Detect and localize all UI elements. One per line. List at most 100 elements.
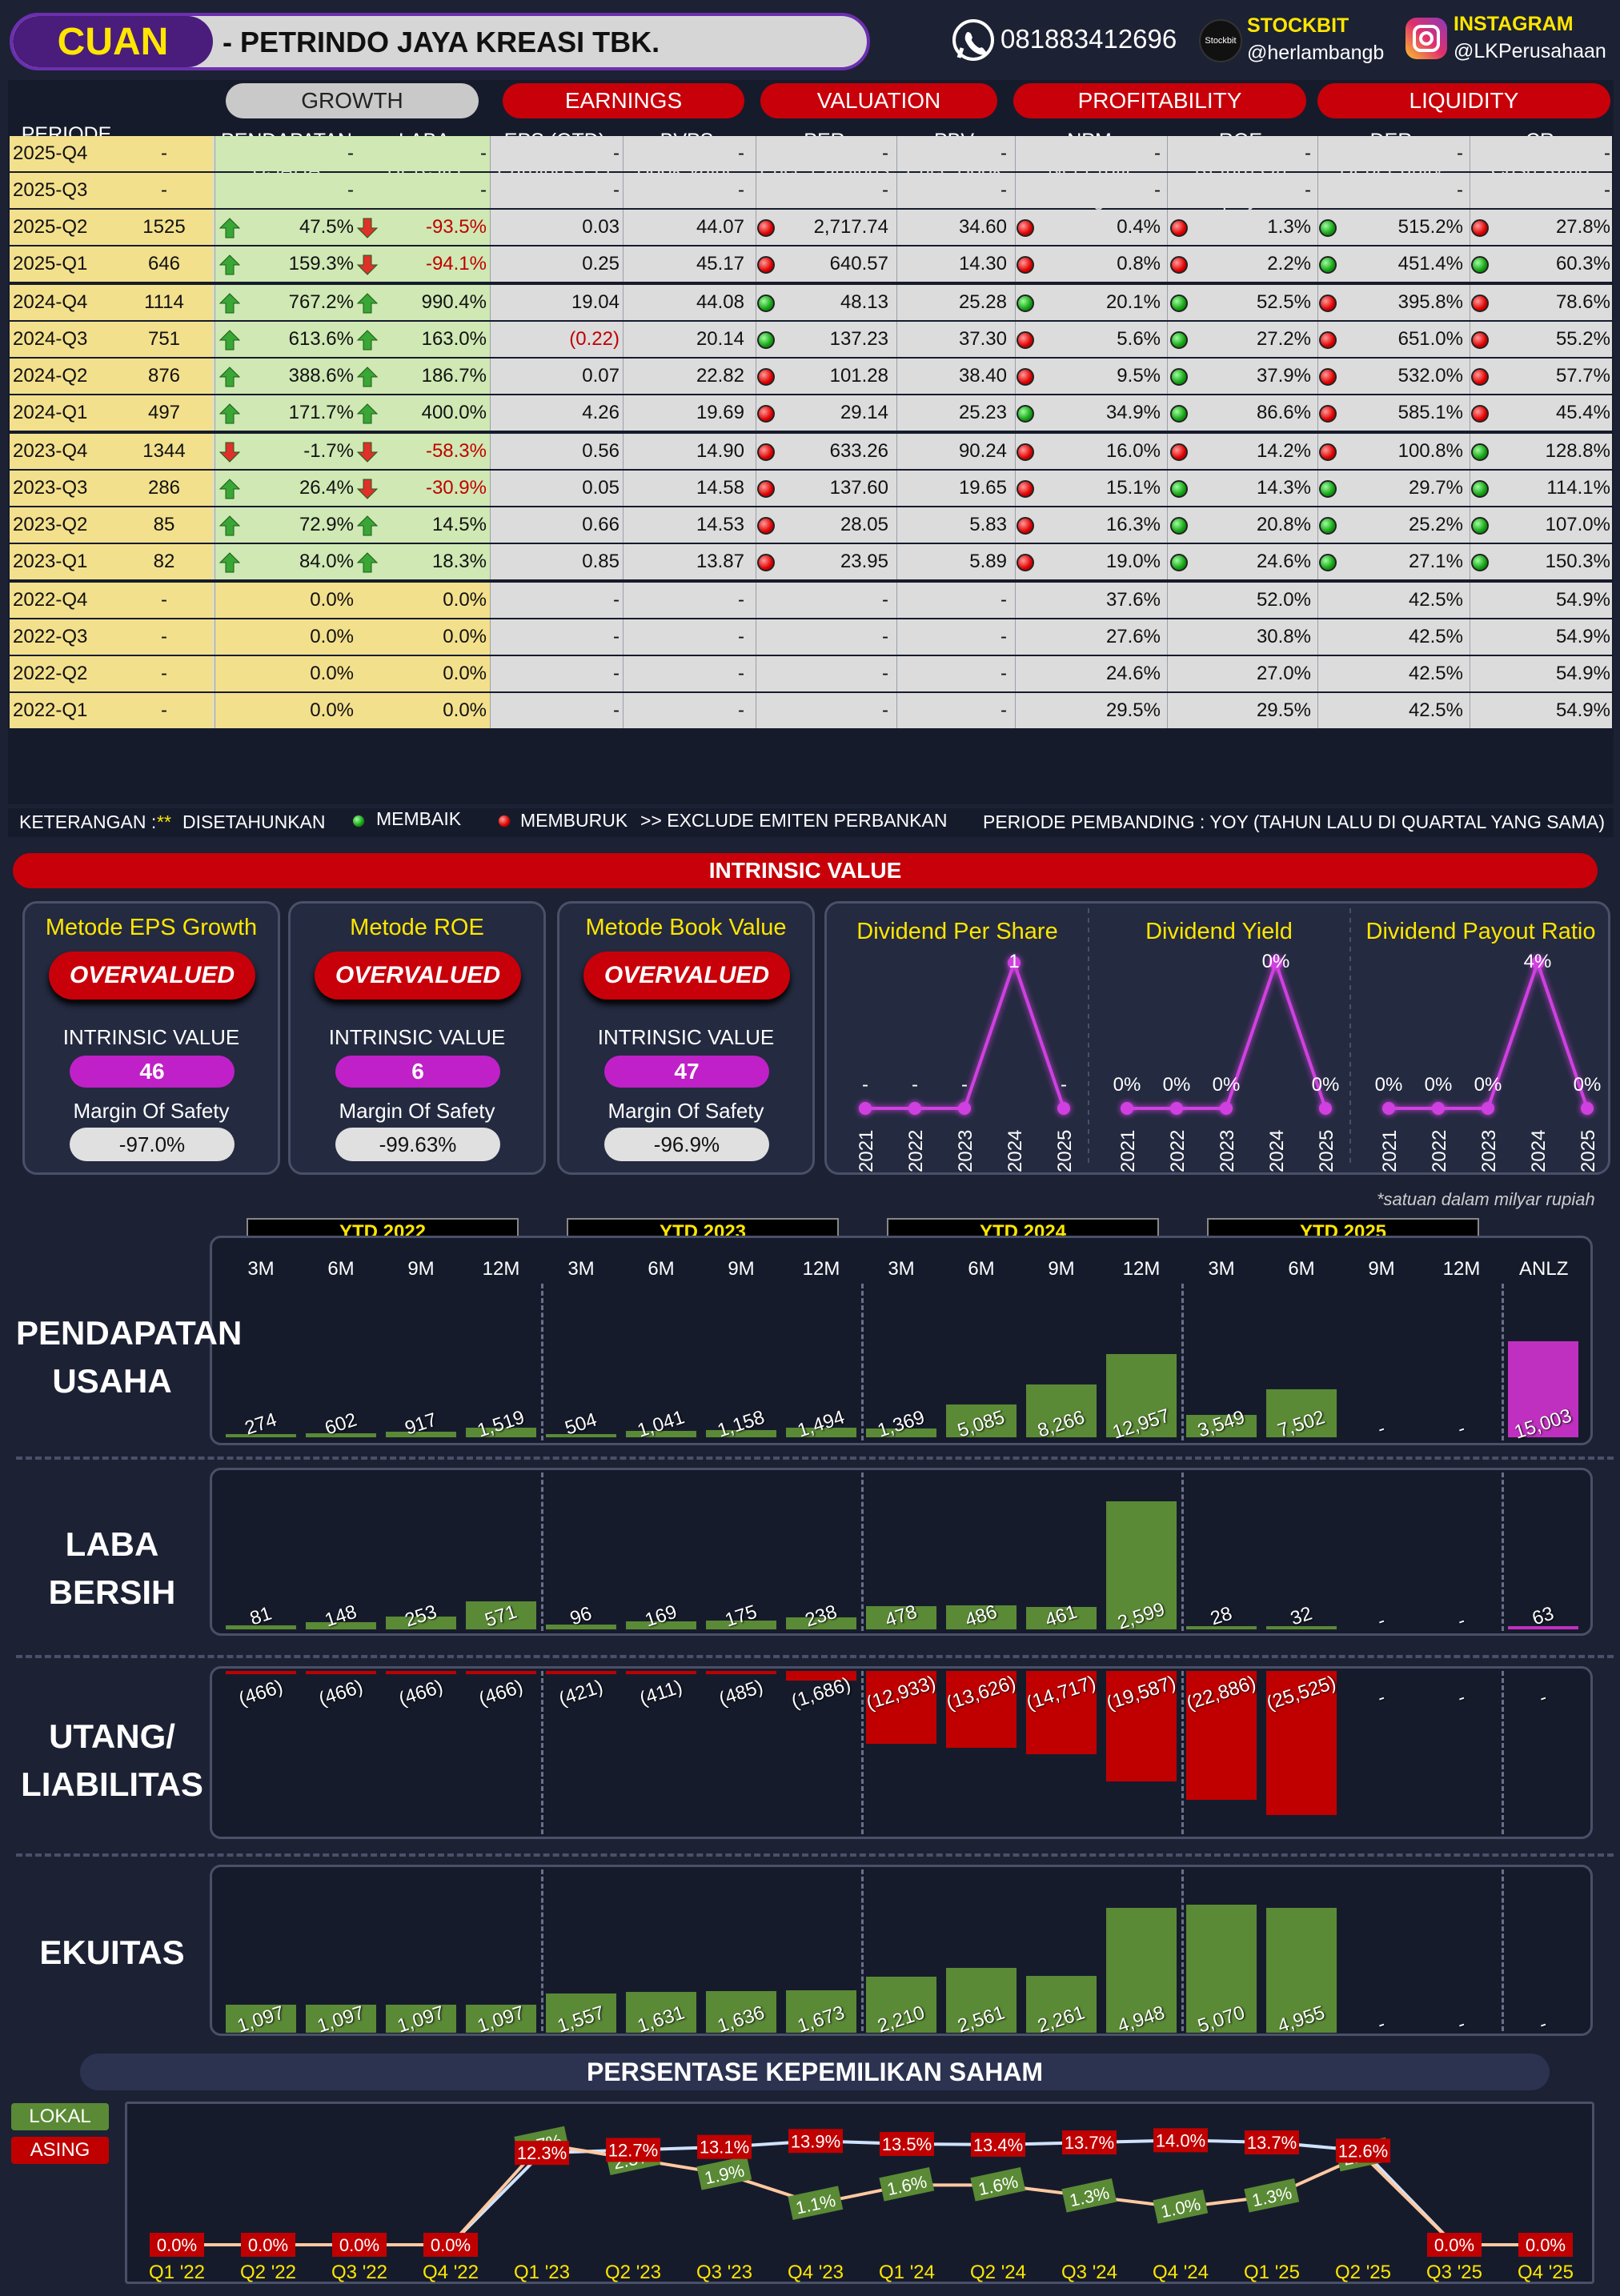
cell-cr: 128.8% — [1545, 440, 1610, 462]
stockbit-icon: Stockbit — [1199, 19, 1242, 62]
grid-line — [1317, 544, 1318, 579]
instagram-user[interactable]: @LKPerusahaan — [1454, 40, 1606, 62]
dividend-point — [1581, 1102, 1594, 1115]
legend-lokal: LOKAL — [11, 2103, 109, 2130]
growth-bg — [215, 656, 490, 691]
dividend-point — [1008, 956, 1021, 969]
grid-line — [490, 395, 491, 431]
ownership-title: PERSENTASE KEPEMILIKAN SAHAM — [80, 2054, 1550, 2090]
green-status-icon — [1319, 219, 1337, 237]
svg-text:13.9%: 13.9% — [791, 2131, 840, 2151]
year-separator — [8, 282, 1614, 285]
bar — [786, 1671, 856, 1681]
asing-label: 0.0% — [423, 2233, 478, 2257]
dividend-point — [1432, 1102, 1445, 1115]
legend-pembanding: PERIODE PEMBANDING : YOY (TAHUN LALU DI … — [983, 811, 1606, 832]
section-divider — [541, 1869, 543, 2031]
month-header: ANLZ — [1519, 1258, 1569, 1280]
cell-eps: 0.07 — [582, 365, 620, 387]
lokal-label: 1.6% — [970, 2167, 1026, 2202]
cell-p: 2023-Q4 — [13, 440, 88, 462]
dividend-year-label: 2022 — [905, 1130, 927, 1172]
ownership-x-label: Q2 '25 — [1335, 2262, 1391, 2283]
stockbit-user[interactable]: @herlambangb — [1247, 42, 1385, 64]
dividend-year-label: 2022 — [1167, 1130, 1189, 1172]
month-header: 3M — [567, 1258, 595, 1280]
method-title: Metode Book Value — [585, 915, 787, 940]
legend-membaik: MEMBAIK — [376, 808, 462, 829]
grid-line — [1317, 395, 1318, 431]
cell-price: 751 — [147, 328, 181, 350]
bar — [226, 1625, 296, 1629]
dividend-year-label: 2025 — [1316, 1130, 1337, 1172]
bar — [386, 1671, 456, 1674]
grid-line — [896, 434, 897, 469]
asing-label: 14.0% — [1153, 2128, 1208, 2153]
lokal-label: 1.3% — [1061, 2178, 1117, 2213]
cell-rev: 613.6% — [288, 328, 354, 350]
cell-cr: 27.8% — [1555, 216, 1610, 238]
legend-exclude: >> EXCLUDE EMITEN PERBANKAN — [640, 810, 948, 831]
month-header: 6M — [327, 1258, 355, 1280]
cell-ni: 400.0% — [421, 402, 487, 423]
grid-line — [1015, 173, 1016, 208]
period-bg — [10, 322, 213, 357]
intrinsic-value-label: INTRINSIC VALUE — [597, 1025, 775, 1049]
ownership-chart: 2.7%2.3%1.9%1.1%1.6%1.6%1.3%1.0%1.3%2.4%… — [150, 2126, 1573, 2257]
table-row: 2025-Q1 646 159.3% -94.1% 0.25 45.17 640.57 14.… — [10, 246, 1612, 282]
grid-line — [1317, 656, 1318, 691]
cell-der: 42.5% — [1408, 626, 1463, 647]
month-header: 6M — [968, 1258, 995, 1280]
valuation-status-badge: OVERVALUED — [49, 952, 255, 1000]
red-status-icon — [757, 554, 775, 571]
grid-line — [896, 693, 897, 728]
cell-p: 2024-Q1 — [13, 402, 88, 423]
bar — [626, 1671, 696, 1674]
bar — [866, 1671, 936, 1745]
dividend-value-label: - — [1061, 1074, 1067, 1096]
cell-npm: 9.5% — [1117, 365, 1161, 387]
cell-ni: 990.4% — [421, 291, 487, 313]
asing-label: 0.0% — [150, 2233, 204, 2257]
grid-line — [1167, 471, 1168, 506]
grid-line — [1015, 359, 1016, 394]
dividend-value-label: 0% — [1574, 1074, 1602, 1096]
cell-ni: 0.0% — [443, 699, 487, 721]
growth-bg — [215, 322, 490, 357]
cell-per: 48.13 — [840, 291, 888, 313]
ownership-x-label: Q2 '22 — [240, 2262, 296, 2283]
cell-per: - — [882, 142, 888, 164]
mos-value: -99.63% — [335, 1128, 500, 1161]
growth-bg — [215, 246, 490, 282]
dividend-point — [1121, 1102, 1133, 1115]
green-status-icon — [1170, 295, 1188, 312]
period-bg — [10, 693, 213, 728]
grid-line — [1015, 583, 1016, 618]
cell-bvps: 22.82 — [696, 365, 744, 387]
section-divider — [541, 1284, 543, 1441]
ownership-x-label: Q3 '25 — [1426, 2262, 1482, 2283]
section-divider — [861, 1671, 864, 1834]
grid-line — [896, 471, 897, 506]
grid-line — [490, 693, 491, 728]
cell-der: 585.1% — [1397, 402, 1463, 423]
dividend-point — [1269, 956, 1282, 969]
cell-bvps: - — [738, 589, 744, 611]
dividend-point — [859, 1102, 872, 1115]
cell-pbv: 14.30 — [958, 253, 1007, 274]
grid-line — [896, 210, 897, 245]
grid-line — [1167, 583, 1168, 618]
cell-cr: - — [1604, 179, 1610, 201]
bar — [466, 1427, 536, 1437]
cell-pbv: - — [1000, 663, 1007, 684]
bar — [1266, 1671, 1337, 1815]
year-separator — [8, 431, 1614, 434]
cell-price: - — [161, 589, 167, 611]
grid-line — [623, 507, 624, 543]
green-status-icon — [1170, 554, 1188, 571]
cell-roe: - — [1305, 179, 1311, 201]
cell-roe: 27.0% — [1256, 663, 1311, 684]
cell-eps: - — [613, 663, 620, 684]
cell-eps: 0.05 — [582, 477, 620, 499]
ownership-x-label: Q3 '22 — [331, 2262, 387, 2283]
